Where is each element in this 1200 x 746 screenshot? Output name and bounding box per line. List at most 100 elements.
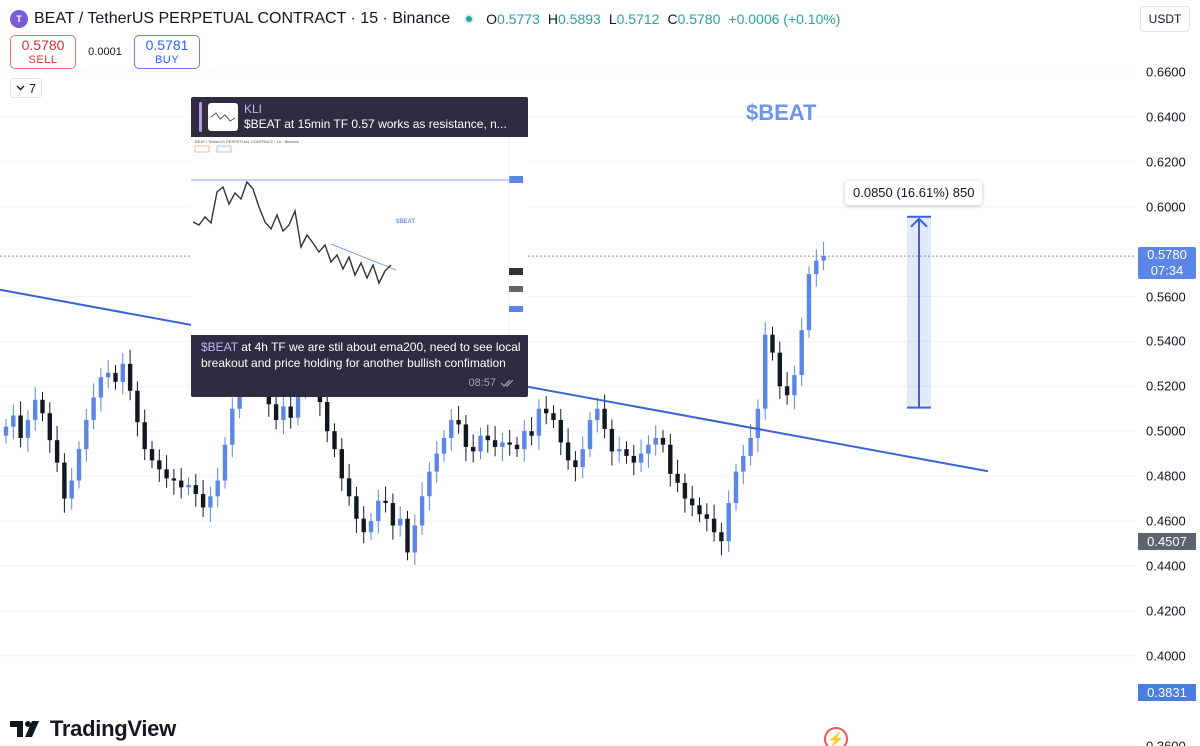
double-check-icon <box>500 379 514 387</box>
bottom-price-tag: 0.3831 <box>1138 684 1196 701</box>
candle-down <box>288 406 293 418</box>
candle-down <box>273 404 279 420</box>
chart-header: T BEAT / TetherUS PERPETUAL CONTRACT · 1… <box>10 8 840 30</box>
candle-down <box>507 442 512 445</box>
price-tick-label: 0.6400 <box>1146 109 1186 125</box>
indicators-toggle-button[interactable]: 7 <box>10 78 42 98</box>
candle-down <box>346 478 352 497</box>
ticker-watermark: $BEAT <box>746 100 817 125</box>
candle-down <box>62 462 67 499</box>
market-status-icon <box>464 14 475 24</box>
candle-down <box>325 402 330 432</box>
candle-up <box>617 449 622 452</box>
tradingview-logo[interactable]: TradingView <box>10 716 176 742</box>
candle-down <box>361 518 366 533</box>
sell-price: 0.5780 <box>21 37 65 54</box>
sell-button[interactable]: 0.5780 SELL <box>10 35 76 69</box>
symbol-title[interactable]: BEAT / TetherUS PERPETUAL CONTRACT · 15 … <box>34 10 451 27</box>
message-time: 08:57 <box>468 377 516 389</box>
attached-chart-image[interactable]: BEAT / TetherUS PERPETUAL CONTRACT · 1h … <box>191 137 528 335</box>
candle-down <box>127 363 133 391</box>
candle-down <box>492 440 498 447</box>
candle-up <box>412 525 417 553</box>
candle-down <box>40 399 45 414</box>
price-tick-label: 0.5200 <box>1146 378 1186 394</box>
candle-down <box>157 460 162 470</box>
candle-up <box>434 453 439 472</box>
candle-down <box>711 518 717 533</box>
candle-down <box>193 485 198 495</box>
candle-down <box>485 435 490 441</box>
chart-grid <box>0 71 1136 746</box>
trade-panel: 0.5780 SELL 0.0001 0.5781 BUY <box>10 35 200 69</box>
currency-select[interactable]: USDT <box>1140 6 1190 32</box>
low-label: L <box>608 11 617 27</box>
candle-up <box>91 397 96 420</box>
high-value: 0.5893 <box>557 11 601 27</box>
price-tick-label: 0.3600 <box>1146 738 1186 746</box>
candle-down <box>18 415 23 438</box>
lightning-icon[interactable]: ⚡ <box>824 727 848 746</box>
candle-up <box>792 375 797 396</box>
candle-down <box>558 419 563 443</box>
price-range-measure[interactable] <box>907 215 931 409</box>
ohlc-legend: O0.5773 H0.5893 L0.5712 C0.5780 +0.0006 … <box>486 11 840 27</box>
candle-up <box>748 437 753 456</box>
candle-up <box>536 408 542 436</box>
measure-label: 0.0850 (16.61%) 850 <box>845 181 983 205</box>
candle-up <box>587 419 593 450</box>
reply-author: KLI <box>244 102 263 116</box>
candle-up <box>208 496 213 508</box>
candle-up <box>580 449 585 468</box>
candle-up <box>120 363 125 382</box>
candle-down <box>142 422 147 450</box>
candle-down <box>332 431 337 450</box>
candle-down <box>390 503 396 526</box>
candle-up <box>478 435 483 452</box>
candle-down <box>565 442 571 461</box>
price-tick-label: 0.4200 <box>1146 603 1186 619</box>
candle-up <box>222 444 228 481</box>
candle-up <box>755 408 761 438</box>
candle-down <box>690 498 695 506</box>
candle-up <box>376 500 381 521</box>
candle-down <box>602 408 607 429</box>
buy-price: 0.5781 <box>145 37 189 54</box>
candle-up <box>419 496 425 526</box>
reply-text: $BEAT at 15min TF 0.57 works as resistan… <box>244 117 507 131</box>
close-value: 0.5780 <box>677 11 721 27</box>
candle-up <box>638 453 644 463</box>
open-value: 0.5773 <box>497 11 540 27</box>
candle-down <box>675 473 680 483</box>
candle-down <box>405 518 410 553</box>
candle-up <box>230 408 235 445</box>
measure-arrowhead <box>910 217 928 228</box>
candle-up <box>653 437 658 445</box>
candle-down <box>660 437 666 445</box>
candle-up <box>84 419 89 450</box>
candle-up <box>821 256 826 261</box>
token-logo-icon[interactable]: T <box>10 10 28 28</box>
buy-label: BUY <box>154 53 180 66</box>
buy-button[interactable]: 0.5781 BUY <box>134 35 200 69</box>
price-tick-label: 0.5400 <box>1146 333 1186 349</box>
candle-up <box>69 480 74 499</box>
candle-up <box>449 419 454 438</box>
reply-preview[interactable]: KLI $BEAT at 15min TF 0.57 works as resi… <box>199 101 519 133</box>
price-tick-label: 0.4800 <box>1146 468 1186 484</box>
message-ticker[interactable]: $BEAT <box>201 340 238 354</box>
svg-text:BEAT / TetherUS PERPETUAL CONT: BEAT / TetherUS PERPETUAL CONTRACT · 1h … <box>195 139 300 144</box>
candle-up <box>427 471 432 497</box>
candle-down <box>339 449 344 479</box>
price-tick-label: 0.6200 <box>1146 154 1186 170</box>
candle-up <box>814 260 819 275</box>
candle-down <box>777 352 782 387</box>
candle-down <box>463 424 469 447</box>
candle-down <box>544 408 549 414</box>
candle-up <box>33 399 38 420</box>
message-timestamp: 08:57 <box>468 377 496 389</box>
reply-bar <box>199 102 202 132</box>
candle-down <box>551 413 556 420</box>
reply-thumbnail <box>208 103 238 131</box>
